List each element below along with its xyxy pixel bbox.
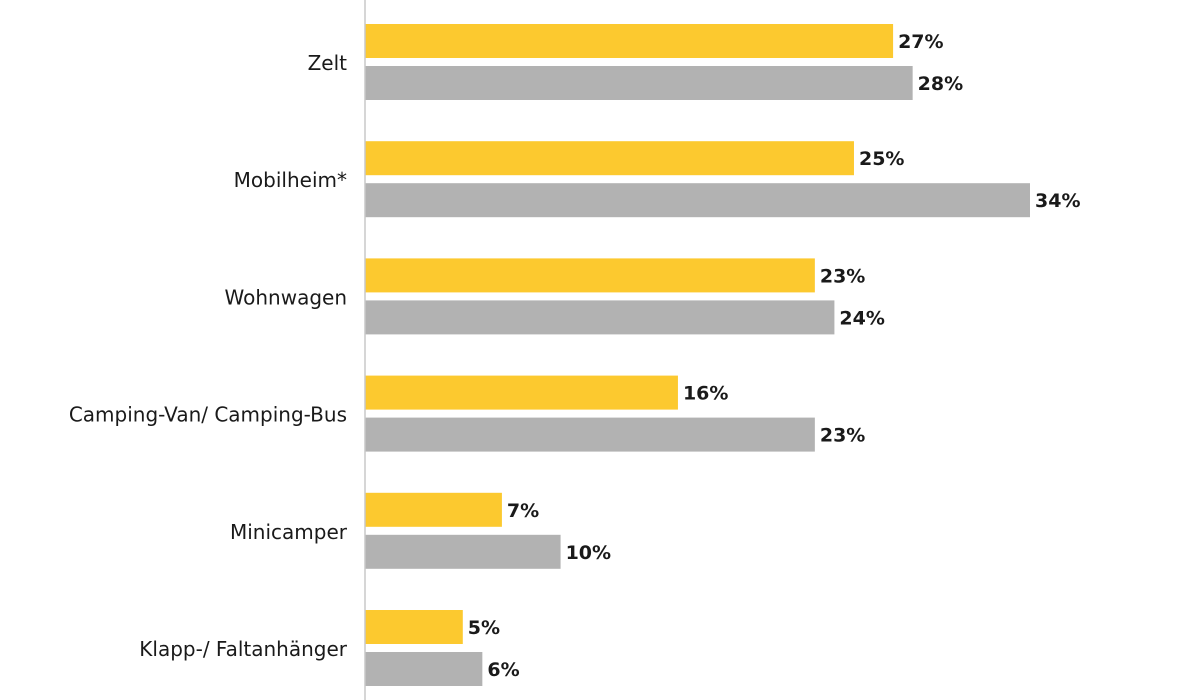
category-label: Zelt	[308, 51, 348, 75]
data-label: 5%	[468, 617, 500, 639]
bar-1	[365, 375, 678, 410]
data-label: 10%	[566, 542, 611, 564]
data-label: 6%	[487, 659, 519, 681]
bar-1	[365, 258, 815, 293]
bar-1	[365, 24, 894, 58]
data-label: 23%	[820, 425, 865, 447]
data-label: 25%	[859, 148, 904, 170]
data-label: 16%	[683, 383, 728, 405]
category-label: Camping-Van/ Camping-Bus	[69, 403, 347, 427]
data-label: 28%	[918, 73, 963, 95]
bar-1	[365, 492, 502, 527]
category-label: Wohnwagen	[225, 285, 347, 309]
category-label: Klapp-/ Faltanhänger	[139, 637, 347, 661]
bar-1	[365, 141, 854, 176]
data-label: 7%	[507, 500, 539, 522]
data-label: 34%	[1035, 190, 1080, 212]
bar-2	[365, 300, 835, 335]
bar-2	[365, 183, 1030, 218]
bar-1	[365, 610, 463, 644]
bar-2	[365, 66, 913, 100]
bar-2	[365, 652, 483, 686]
bar-2	[365, 417, 815, 452]
category-label: Minicamper	[230, 520, 348, 544]
data-label: 27%	[898, 31, 943, 53]
category-label: Mobilheim*	[234, 168, 347, 192]
data-label: 23%	[820, 265, 865, 287]
data-label: 24%	[839, 307, 884, 329]
bar-2	[365, 534, 561, 569]
